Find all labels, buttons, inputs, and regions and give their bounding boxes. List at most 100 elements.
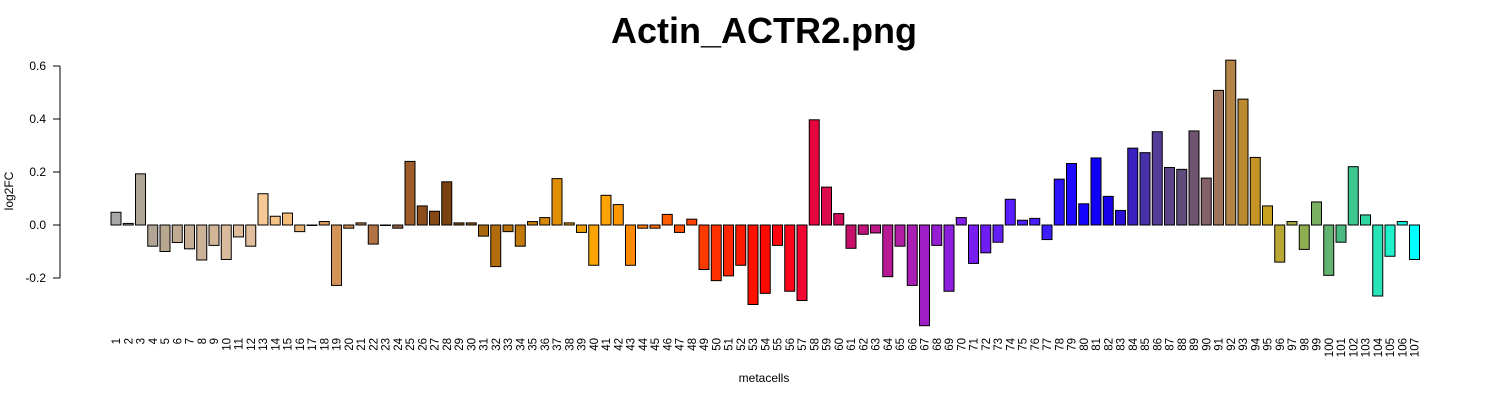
bar xyxy=(931,224,943,246)
x-tick-label: 11 xyxy=(234,338,246,350)
x-tick-label: 32 xyxy=(491,338,503,351)
bar xyxy=(894,224,906,247)
bar xyxy=(968,224,979,264)
x-tick-label: 69 xyxy=(944,338,956,351)
x-tick-label: 40 xyxy=(589,338,601,351)
bar xyxy=(478,224,489,237)
bar xyxy=(514,224,526,247)
bar xyxy=(429,210,440,226)
bar xyxy=(1384,224,1396,257)
bar xyxy=(845,224,857,249)
bar xyxy=(980,224,992,254)
x-tick-label: 66 xyxy=(907,338,919,351)
bar xyxy=(306,224,318,226)
x-tick-label: 63 xyxy=(871,338,883,351)
bar xyxy=(906,224,918,286)
x-tick-label: 2 xyxy=(123,338,135,344)
x-tick-label: 17 xyxy=(307,338,319,351)
bar xyxy=(1188,130,1200,226)
x-tick-label: 90 xyxy=(1201,338,1213,351)
x-tick-label: 104 xyxy=(1373,337,1385,357)
bar xyxy=(919,224,930,327)
bar xyxy=(453,222,465,226)
x-tick-label: 96 xyxy=(1275,338,1287,351)
bar xyxy=(245,224,257,247)
x-tick-label: 88 xyxy=(1177,338,1189,351)
x-tick-label: 56 xyxy=(785,338,797,351)
bar xyxy=(135,173,146,226)
bar xyxy=(184,224,195,250)
x-tick-label: 45 xyxy=(650,338,662,351)
bar xyxy=(600,194,612,226)
bar xyxy=(282,212,293,226)
x-tick-label: 30 xyxy=(466,338,478,351)
x-tick-label: 10 xyxy=(221,338,233,351)
bar xyxy=(1004,198,1016,226)
bar xyxy=(1139,152,1151,226)
bar xyxy=(576,224,587,233)
bar xyxy=(1029,217,1041,226)
x-tick-label: 59 xyxy=(822,338,834,351)
bar xyxy=(416,205,428,226)
bar xyxy=(612,204,624,226)
x-tick-label: 20 xyxy=(344,338,356,351)
x-tick-label: 73 xyxy=(993,338,1005,351)
bar xyxy=(637,224,649,229)
x-tick-label: 80 xyxy=(1079,338,1091,351)
y-tick-label: 0.6 xyxy=(29,59,46,73)
x-tick-label: 23 xyxy=(381,338,393,351)
x-tick-label: 60 xyxy=(834,338,846,351)
x-tick-label: 91 xyxy=(1214,338,1226,351)
bar xyxy=(527,221,538,226)
bars xyxy=(110,59,1420,327)
bar xyxy=(1200,177,1212,226)
x-tick-label: 94 xyxy=(1250,337,1262,350)
x-tick-label: 46 xyxy=(662,338,674,351)
bar xyxy=(331,224,342,286)
bar xyxy=(1249,156,1261,226)
bar xyxy=(392,224,404,229)
x-tick-label: 105 xyxy=(1385,338,1397,357)
x-tick-label: 89 xyxy=(1189,338,1201,351)
bar xyxy=(1311,201,1322,226)
x-tick-label: 85 xyxy=(1140,338,1152,351)
x-tick-label: 107 xyxy=(1410,338,1422,357)
x-tick-label: 26 xyxy=(417,338,429,351)
bar xyxy=(1225,59,1237,226)
x-tick-label: 28 xyxy=(442,338,454,351)
bar xyxy=(723,224,734,277)
x-tick-label: 93 xyxy=(1238,338,1250,351)
bar xyxy=(1164,167,1175,226)
bar xyxy=(1396,221,1408,226)
bar xyxy=(1262,205,1273,226)
x-tick-label: 54 xyxy=(760,337,772,350)
x-tick-label: 98 xyxy=(1299,338,1311,351)
bar xyxy=(1237,98,1249,226)
x-tick-label: 44 xyxy=(638,337,650,350)
x-tick-label: 18 xyxy=(319,338,331,351)
x-tick-label: 9 xyxy=(209,338,221,344)
x-tick-label: 36 xyxy=(540,338,552,351)
x-tick-label: 76 xyxy=(1030,338,1042,351)
x-tick-label: 102 xyxy=(1348,338,1360,357)
x-tick-label: 57 xyxy=(797,338,809,351)
bar xyxy=(661,213,673,226)
x-tick-label: 31 xyxy=(479,338,491,351)
y-axis: -0.2 0.0 0.2 0.4 0.6 xyxy=(25,59,61,285)
bar xyxy=(759,224,771,294)
x-tick-label: 37 xyxy=(552,338,564,351)
x-tick-label: 75 xyxy=(1018,338,1030,351)
x-tick-label: 55 xyxy=(773,338,785,351)
x-tick-label: 86 xyxy=(1152,338,1164,351)
x-tick-label: 77 xyxy=(1042,338,1054,351)
bar xyxy=(318,221,330,226)
bar xyxy=(269,215,281,226)
x-tick-label: 64 xyxy=(883,337,895,350)
x-tick-label: 38 xyxy=(564,338,576,351)
x-tick-label: 13 xyxy=(258,338,270,351)
bar xyxy=(1335,224,1347,243)
bar xyxy=(1347,166,1359,226)
x-tick-label: 95 xyxy=(1263,338,1275,351)
bar xyxy=(404,160,416,226)
